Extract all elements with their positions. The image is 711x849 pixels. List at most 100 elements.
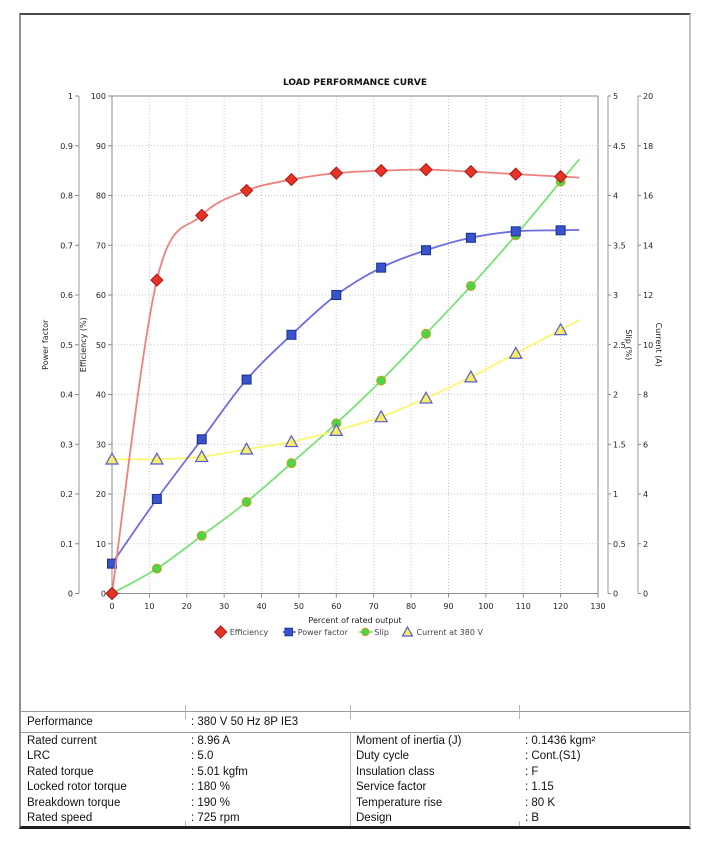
- table-row: Rated torque : 5.01 kgfm: [21, 764, 350, 779]
- spec-label: Rated speed: [27, 812, 93, 825]
- svg-text:0.6: 0.6: [60, 291, 73, 300]
- series-power_factor: [107, 225, 580, 569]
- svg-text:Efficiency: Efficiency: [230, 628, 269, 637]
- spec-value: : 180 %: [191, 781, 230, 794]
- spec-value: : Cont.(S1): [525, 750, 581, 763]
- spec-value: : 80 K: [525, 796, 556, 809]
- svg-text:1: 1: [68, 92, 73, 101]
- current-axis: 0 2 4 6 8 10 12 14 16 18 20 Current (A): [637, 92, 663, 599]
- spec-rows: Rated current : 8.96 A LRC : 5.0 Rated t…: [21, 733, 689, 826]
- table-row: Service factor : 1.15: [350, 780, 689, 795]
- svg-text:18: 18: [643, 142, 653, 151]
- slip-axis-title: Slip (%): [624, 329, 633, 360]
- spec-value: : 1.15: [525, 781, 554, 794]
- current-axis-title: Current (A): [654, 323, 663, 367]
- svg-text:30: 30: [219, 602, 229, 611]
- svg-text:6: 6: [643, 440, 648, 449]
- table-row: Insulation class : F: [350, 764, 689, 779]
- svg-text:30: 30: [96, 440, 106, 449]
- svg-text:10: 10: [643, 341, 653, 350]
- series-slip: [107, 158, 580, 599]
- svg-text:50: 50: [294, 602, 304, 611]
- spec-value: : B: [525, 812, 540, 825]
- spec-left-column: Rated current : 8.96 A LRC : 5.0 Rated t…: [21, 733, 350, 826]
- svg-text:0.8: 0.8: [60, 192, 73, 201]
- table-divider: [21, 732, 689, 733]
- svg-text:4: 4: [643, 490, 648, 499]
- svg-text:60: 60: [96, 291, 106, 300]
- series-efficiency: [105, 162, 580, 601]
- spec-label: Moment of inertia (J): [356, 734, 462, 747]
- performance-row: Performance : 380 V 50 Hz 8P IE3: [21, 712, 689, 732]
- svg-text:10: 10: [96, 540, 106, 549]
- svg-text:120: 120: [553, 602, 568, 611]
- svg-text:0.1: 0.1: [60, 540, 73, 549]
- spec-label: LRC: [27, 750, 51, 763]
- table-row: Temperature rise : 80 K: [350, 795, 689, 810]
- series-current: [104, 319, 580, 465]
- table-row: Moment of inertia (J) : 0.1436 kgm²: [350, 733, 689, 748]
- efficiency-axis-title: Efficiency (%): [79, 317, 88, 372]
- performance-label: Performance: [27, 716, 93, 728]
- svg-text:0.5: 0.5: [613, 540, 626, 549]
- svg-text:60: 60: [331, 602, 341, 611]
- svg-text:20: 20: [643, 92, 653, 101]
- svg-text:16: 16: [643, 192, 653, 201]
- svg-text:8: 8: [643, 391, 648, 400]
- efficiency-axis: 0 10 20 30 40 50 60 70 80 90 100 Efficiency (%): [79, 92, 112, 599]
- gridlines: [112, 96, 598, 594]
- svg-text:70: 70: [96, 241, 106, 250]
- svg-text:0.3: 0.3: [60, 440, 73, 449]
- svg-text:0.2: 0.2: [60, 490, 73, 499]
- svg-text:110: 110: [516, 602, 531, 611]
- svg-text:0: 0: [613, 590, 618, 599]
- spec-value: : 8.96 A: [191, 734, 231, 747]
- svg-text:5: 5: [613, 92, 618, 101]
- spec-label: Breakdown torque: [27, 796, 121, 809]
- svg-text:Current at 380 V: Current at 380 V: [417, 628, 484, 637]
- svg-text:80: 80: [96, 192, 106, 201]
- svg-text:0: 0: [643, 590, 648, 599]
- svg-text:2: 2: [643, 540, 648, 549]
- report-frame: LOAD PERFORMANCE CURVE 0 10 20 30 40 50 60 70 80 9…: [19, 13, 691, 829]
- svg-text:100: 100: [478, 602, 493, 611]
- svg-text:0.7: 0.7: [60, 241, 73, 250]
- svg-text:3.5: 3.5: [613, 241, 626, 250]
- svg-text:4: 4: [613, 192, 618, 201]
- svg-text:2.5: 2.5: [613, 341, 626, 350]
- svg-text:14: 14: [643, 241, 653, 250]
- slip-axis: 0 0.5 1 1.5 2 2.5 3 3.5 4 4.5 5 Slip (%): [607, 92, 633, 599]
- spec-label: Duty cycle: [356, 750, 410, 763]
- legend: Efficiency Power factor Slip Current at 380…: [213, 625, 484, 639]
- power-factor-axis-title: Power factor: [41, 319, 50, 370]
- table-row: LRC : 5.0: [21, 749, 350, 764]
- spec-label: Design: [356, 812, 392, 825]
- svg-text:130: 130: [590, 602, 605, 611]
- table-row: Duty cycle : Cont.(S1): [350, 749, 689, 764]
- svg-text:1.5: 1.5: [613, 440, 626, 449]
- svg-text:1: 1: [613, 490, 618, 499]
- spec-value: : 5.0: [191, 750, 214, 763]
- svg-text:80: 80: [406, 602, 416, 611]
- spec-label: Rated current: [27, 734, 97, 747]
- chart-title: LOAD PERFORMANCE CURVE: [283, 78, 427, 88]
- svg-text:40: 40: [256, 602, 266, 611]
- svg-text:100: 100: [91, 92, 106, 101]
- svg-text:70: 70: [369, 602, 379, 611]
- table-row: Breakdown torque : 190 %: [21, 795, 350, 810]
- spec-value: : F: [525, 765, 539, 778]
- spec-value: : 725 rpm: [191, 812, 240, 825]
- table-row: Rated speed : 725 rpm: [21, 811, 350, 826]
- svg-text:Power factor: Power factor: [298, 628, 349, 637]
- x-axis: 0 10 20 30 40 50 60 70 80 90 100 110 120 130: [109, 593, 606, 611]
- power-factor-axis: 0 0.1 0.2 0.3 0.4 0.5 0.6 0.7 0.8 0.9 1 Power facto…: [41, 92, 80, 599]
- svg-text:0.5: 0.5: [60, 341, 73, 350]
- svg-text:20: 20: [96, 490, 106, 499]
- spec-value: : 190 %: [191, 796, 230, 809]
- spec-label: Temperature rise: [356, 796, 443, 809]
- spec-value: : 0.1436 kgm²: [525, 734, 596, 747]
- svg-text:12: 12: [643, 291, 653, 300]
- table-divider: [21, 711, 689, 712]
- spec-label: Service factor: [356, 781, 427, 794]
